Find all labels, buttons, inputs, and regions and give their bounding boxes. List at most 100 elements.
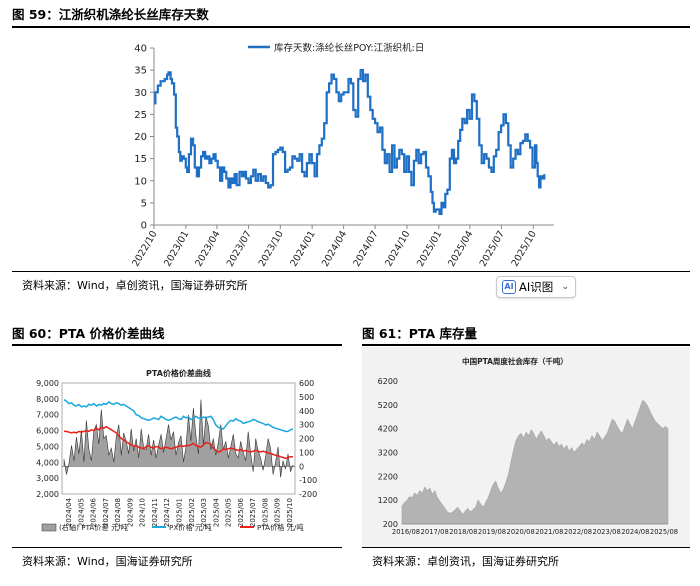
fig61-x-tick-label: 2020/08 xyxy=(507,528,535,536)
fig60-legend-label-spread: (右轴) PTA价差 元/吨 xyxy=(59,523,128,532)
fig60-plot: PTA价格价差曲线 2,000 3,000 4,000 5,000 6,000 7,000 8… xyxy=(36,368,317,532)
fig59-y-tick-label: 40 xyxy=(134,44,147,55)
fig60-y-right-tick-label: -100 xyxy=(299,476,317,485)
fig60-bottom-rule xyxy=(12,547,342,548)
fig60-y-left-tick-label: 5,000 xyxy=(36,442,59,451)
fig60-x-tick-label: 2024/12 xyxy=(163,498,171,527)
fig61-source: 资料来源：卓创资讯，国海证券研究所 xyxy=(372,555,559,568)
fig60-top-rule xyxy=(12,344,342,346)
fig61-bottom-rule xyxy=(362,547,690,548)
fig60-y-right-tick-label: 200 xyxy=(299,435,314,444)
ai-recognize-button[interactable]: AI AI识图 ⌄ xyxy=(496,276,576,298)
fig59-x-tick-label: 2022/10 xyxy=(130,229,159,269)
fig61-x-tick-label: 2024/08 xyxy=(621,528,649,536)
fig61-x-tick-label: 2017/08 xyxy=(421,528,449,536)
fig60-y-right-tick-label: 0 xyxy=(299,462,304,471)
fig61-chart-title: 中国PTA周度社会库存（千吨） xyxy=(462,356,568,366)
ai-recognize-label: AI识图 xyxy=(519,280,554,294)
fig60-x-tick-label: 2025/04 xyxy=(212,497,220,527)
fig61-x-tick-label: 2023/08 xyxy=(593,528,621,536)
chevron-down-icon[interactable]: ⌄ xyxy=(561,282,569,292)
fig59-series xyxy=(154,69,546,215)
fig61-top-rule xyxy=(362,344,690,346)
fig61-inventory-area xyxy=(401,399,669,525)
ai-icon: AI xyxy=(502,280,516,294)
fig59-y-tick-label: 5 xyxy=(141,198,147,209)
fig60-y-left-tick-label: 7,000 xyxy=(36,411,59,420)
fig59-bottom-rule xyxy=(12,271,690,272)
fig59-y-tick-label: 0 xyxy=(141,221,147,232)
fig59-title: 图 59：江浙织机涤纶长丝库存天数 xyxy=(12,7,209,22)
fig60-y-right-tick-label: 600 xyxy=(299,379,314,388)
fig60-legend-label-px: PX价格 元/吨 xyxy=(169,523,212,532)
fig59-x-tick-label: 2025/04 xyxy=(446,229,475,269)
fig60-pta-line xyxy=(64,425,293,460)
fig61-x-tick-label: 2022/08 xyxy=(564,528,592,536)
fig60-x-tick-label: 2025/02 xyxy=(188,498,196,527)
fig59-y-tick-label: 10 xyxy=(134,176,147,187)
fig60-x-tick-label: 2025/01 xyxy=(176,498,184,527)
fig60-x-tick-label: 2024/09 xyxy=(126,498,134,527)
fig59-x-tick-label: 2023/10 xyxy=(257,229,286,269)
fig59-series-line xyxy=(154,69,546,215)
fig61-title: 图 61：PTA 库存量 xyxy=(362,326,477,341)
fig59-y-tick-label: 20 xyxy=(134,132,147,143)
fig60-x-tick-label: 2025/05 xyxy=(225,498,233,527)
fig60-legend-swatch-spread xyxy=(41,523,57,532)
fig60-y-left-tick-label: 6,000 xyxy=(36,427,59,436)
fig61-x-tick-label: 2018/08 xyxy=(449,528,477,536)
fig60-y-left-tick-label: 8,000 xyxy=(36,395,59,404)
fig61-x-tick-label: 2019/08 xyxy=(478,528,506,536)
fig61-x-tick-label: 2016/08 xyxy=(392,528,420,536)
fig60-y-right-tick-label: 100 xyxy=(299,448,314,457)
fig61-x-tick-label: 2021/08 xyxy=(535,528,563,536)
fig59-x-tick-label: 2024/01 xyxy=(288,229,317,269)
fig60-price-spread-chart: PTA价格价差曲线 2,000 3,000 4,000 5,000 6,000 7,000 8… xyxy=(36,368,317,532)
fig59-x-tick-label: 2024/07 xyxy=(351,229,380,269)
fig61-plot: 中国PTA周度社会库存（千吨） 200 1200 2200 3200 4200 5200 62… xyxy=(362,347,690,547)
fig60-x-tick-label: 2025/08 xyxy=(261,498,269,527)
fig60-x-tick-label: 2024/10 xyxy=(139,498,147,527)
fig59-x-tick-label: 2024/10 xyxy=(383,229,412,269)
fig60-x-tick-label: 2024/11 xyxy=(151,498,159,527)
fig60-y-left-tick-label: 9,000 xyxy=(36,379,59,388)
fig60-y-left-tick-label: 3,000 xyxy=(36,474,59,483)
fig60-legend-label-pta: PTA价格 元/吨 xyxy=(257,523,304,532)
fig60-y-left-tick-label: 4,000 xyxy=(36,458,59,467)
fig59-legend: 库存天数:涤纶长丝POY:江浙织机:日 xyxy=(248,42,424,54)
fig61-y-tick-label: 6200 xyxy=(378,377,398,386)
fig59-x-tick-label: 2023/04 xyxy=(193,229,222,269)
fig60-x-tick-label: 2024/05 xyxy=(77,498,85,527)
fig60-x-tick-label: 2025/07 xyxy=(249,498,257,527)
fig59-y-tick-label: 30 xyxy=(134,88,147,99)
fig59-x-tick-label: 2023/07 xyxy=(225,229,254,269)
fig61-y-tick-label: 4200 xyxy=(378,425,398,434)
fig61-inventory-chart: 中国PTA周度社会库存（千吨） 200 1200 2200 3200 4200 5200 62… xyxy=(362,347,690,547)
fig61-y-tick-label: 5200 xyxy=(378,401,398,410)
fig59-x-tick-label: 2024/04 xyxy=(320,229,349,269)
fig59-x-tick-label: 2025/01 xyxy=(415,229,444,269)
fig60-y-right-tick-label: -200 xyxy=(299,490,317,499)
fig61-y-tick-label: 200 xyxy=(383,520,398,529)
fig59-y-tick-label: 15 xyxy=(134,154,147,165)
fig61-x-tick-label: 2025/08 xyxy=(650,528,678,536)
fig60-x-tick-label: 2025/10 xyxy=(286,498,294,527)
fig59-y-tick-label: 25 xyxy=(134,110,147,121)
fig59-legend-label: 库存天数:涤纶长丝POY:江浙织机:日 xyxy=(274,42,424,54)
fig60-y-right-tick-label: 500 xyxy=(299,393,314,402)
fig60-x-tick-label: 2024/07 xyxy=(102,498,110,527)
fig60-x-tick-label: 2025/06 xyxy=(237,497,245,527)
fig59-top-rule xyxy=(12,26,690,28)
fig60-chart-title: PTA价格价差曲线 xyxy=(146,368,211,378)
fig61-y-tick-label: 3200 xyxy=(378,449,398,458)
fig60-plot-frame xyxy=(61,382,296,495)
fig60-x-tick-label: 2024/04 xyxy=(65,497,73,527)
fig59-source: 资料来源：Wind，卓创资讯，国海证券研究所 xyxy=(22,279,248,292)
fig60-x-tick-label: 2024/08 xyxy=(114,498,122,527)
fig60-y-right-tick-label: 300 xyxy=(299,421,314,430)
fig61-y-tick-label: 1200 xyxy=(378,496,398,505)
fig60-x-tick-label: 2025/09 xyxy=(274,498,282,527)
fig60-y-right-tick-label: 400 xyxy=(299,407,314,416)
